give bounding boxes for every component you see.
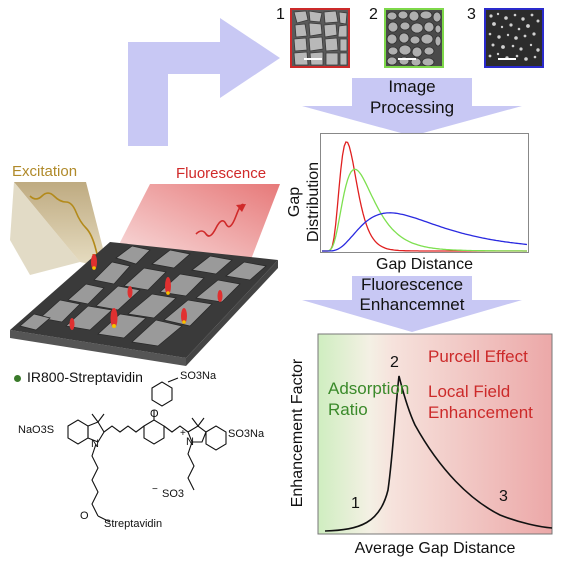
molecule-n-right: N [186, 436, 194, 448]
image-processing-line2: Processing [369, 98, 455, 117]
molecule-minus-sign: − [152, 484, 158, 495]
thumbnail-3-number: 3 [467, 6, 476, 23]
adsorption-ratio-line2: Ratio [328, 400, 368, 419]
fluorescence-enhancement-line1: Fluorescence [360, 275, 464, 294]
curve-marker-1: 1 [351, 495, 360, 512]
legend-dot [14, 375, 21, 382]
enhancement-chart-xlabel: Average Gap Distance [354, 540, 516, 557]
molecule-streptavidin: Streptavidin [104, 518, 163, 530]
substrate-side-right [186, 260, 278, 366]
enhancement-curve [324, 375, 553, 532]
fluorescence-enhancement-line2: Enhancemnet [359, 295, 465, 314]
fluorescence-label: Fluorescence [176, 165, 267, 182]
adsorption-ratio-label: Adsorption Ratio [328, 378, 409, 420]
thumbnail-2-number: 2 [369, 6, 378, 23]
thumbnail-2-image [384, 8, 444, 68]
molecule-sulfonate-bottom: SO3 [162, 488, 185, 500]
scale-bar [398, 58, 416, 60]
curve-marker-2: 2 [390, 354, 399, 371]
scale-bar [304, 58, 322, 60]
excitation-label: Excitation [12, 163, 78, 180]
local-field-line2: Enhancement [428, 403, 533, 422]
legend-text: IR800-Streptavidin [27, 369, 143, 385]
fluorescence-beam [112, 184, 280, 262]
local-field-enhancement-label: Local Field Enhancement [428, 381, 533, 423]
molecule-group-left: NaO3S [18, 424, 55, 436]
scale-bar [498, 58, 516, 60]
molecule-group-top: SO3Na [180, 370, 217, 382]
excitation-wave-icon [29, 192, 103, 269]
local-field-line1: Local Field [428, 382, 511, 401]
molecule-plus-sign: + [180, 428, 186, 439]
image-processing-label: Image Processing [352, 76, 472, 118]
thumbnail-1-number: 1 [276, 6, 285, 23]
fluorescence-wave-icon [195, 203, 245, 237]
gap-chart-xlabel: Gap Distance [376, 256, 473, 273]
image-processing-line1: Image [388, 77, 436, 96]
adsorption-ratio-line1: Adsorption [328, 379, 410, 398]
curve-marker-3: 3 [499, 488, 508, 505]
molecule-keto-oxygen: O [80, 510, 89, 522]
fluorescence-enhancement-label: Fluorescence Enhancemnet [342, 275, 482, 315]
gap-series-3 [322, 212, 528, 252]
excitation-beam [14, 182, 108, 268]
gap-series-2 [322, 168, 527, 252]
substrate-side [10, 330, 186, 366]
molecule-oxygen: O [150, 408, 159, 420]
thumbnail-3-image [484, 8, 544, 68]
molecule-n-left: N [91, 438, 99, 450]
thumbnail-1-image [290, 8, 350, 68]
molecule-group-right: SO3Na [228, 428, 265, 440]
enhancement-chart-background [317, 333, 553, 535]
purcell-effect-label: Purcell Effect [428, 347, 528, 366]
